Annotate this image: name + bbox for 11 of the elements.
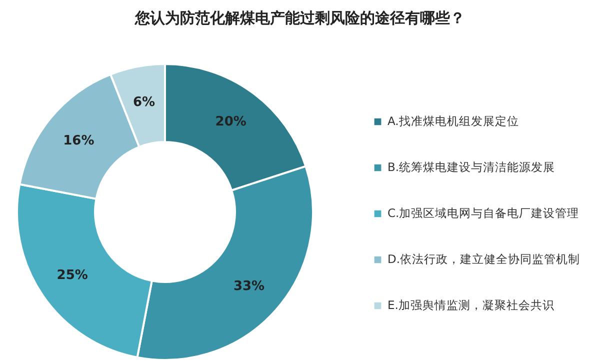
data-label: 33%	[233, 279, 265, 294]
legend-label: D.依法行政，建立健全协同监管机制	[388, 252, 580, 266]
data-label: 16%	[63, 134, 94, 149]
data-label: 6%	[132, 94, 156, 110]
legend-label: C.加强区域电网与自备电厂建设管理	[388, 206, 580, 220]
legend-label: E.加强舆情监测，凝聚社会共识	[388, 298, 554, 312]
data-label: 25%	[56, 268, 88, 283]
chart-title: 您认为防范化解煤电产能过剩风险的途径有哪些？	[134, 9, 465, 27]
data-label: 20%	[215, 114, 246, 130]
legend-label: B.统筹煤电建设与清洁能源发展	[388, 160, 556, 174]
legend-label: A.找准煤电机组发展定位	[388, 114, 519, 128]
